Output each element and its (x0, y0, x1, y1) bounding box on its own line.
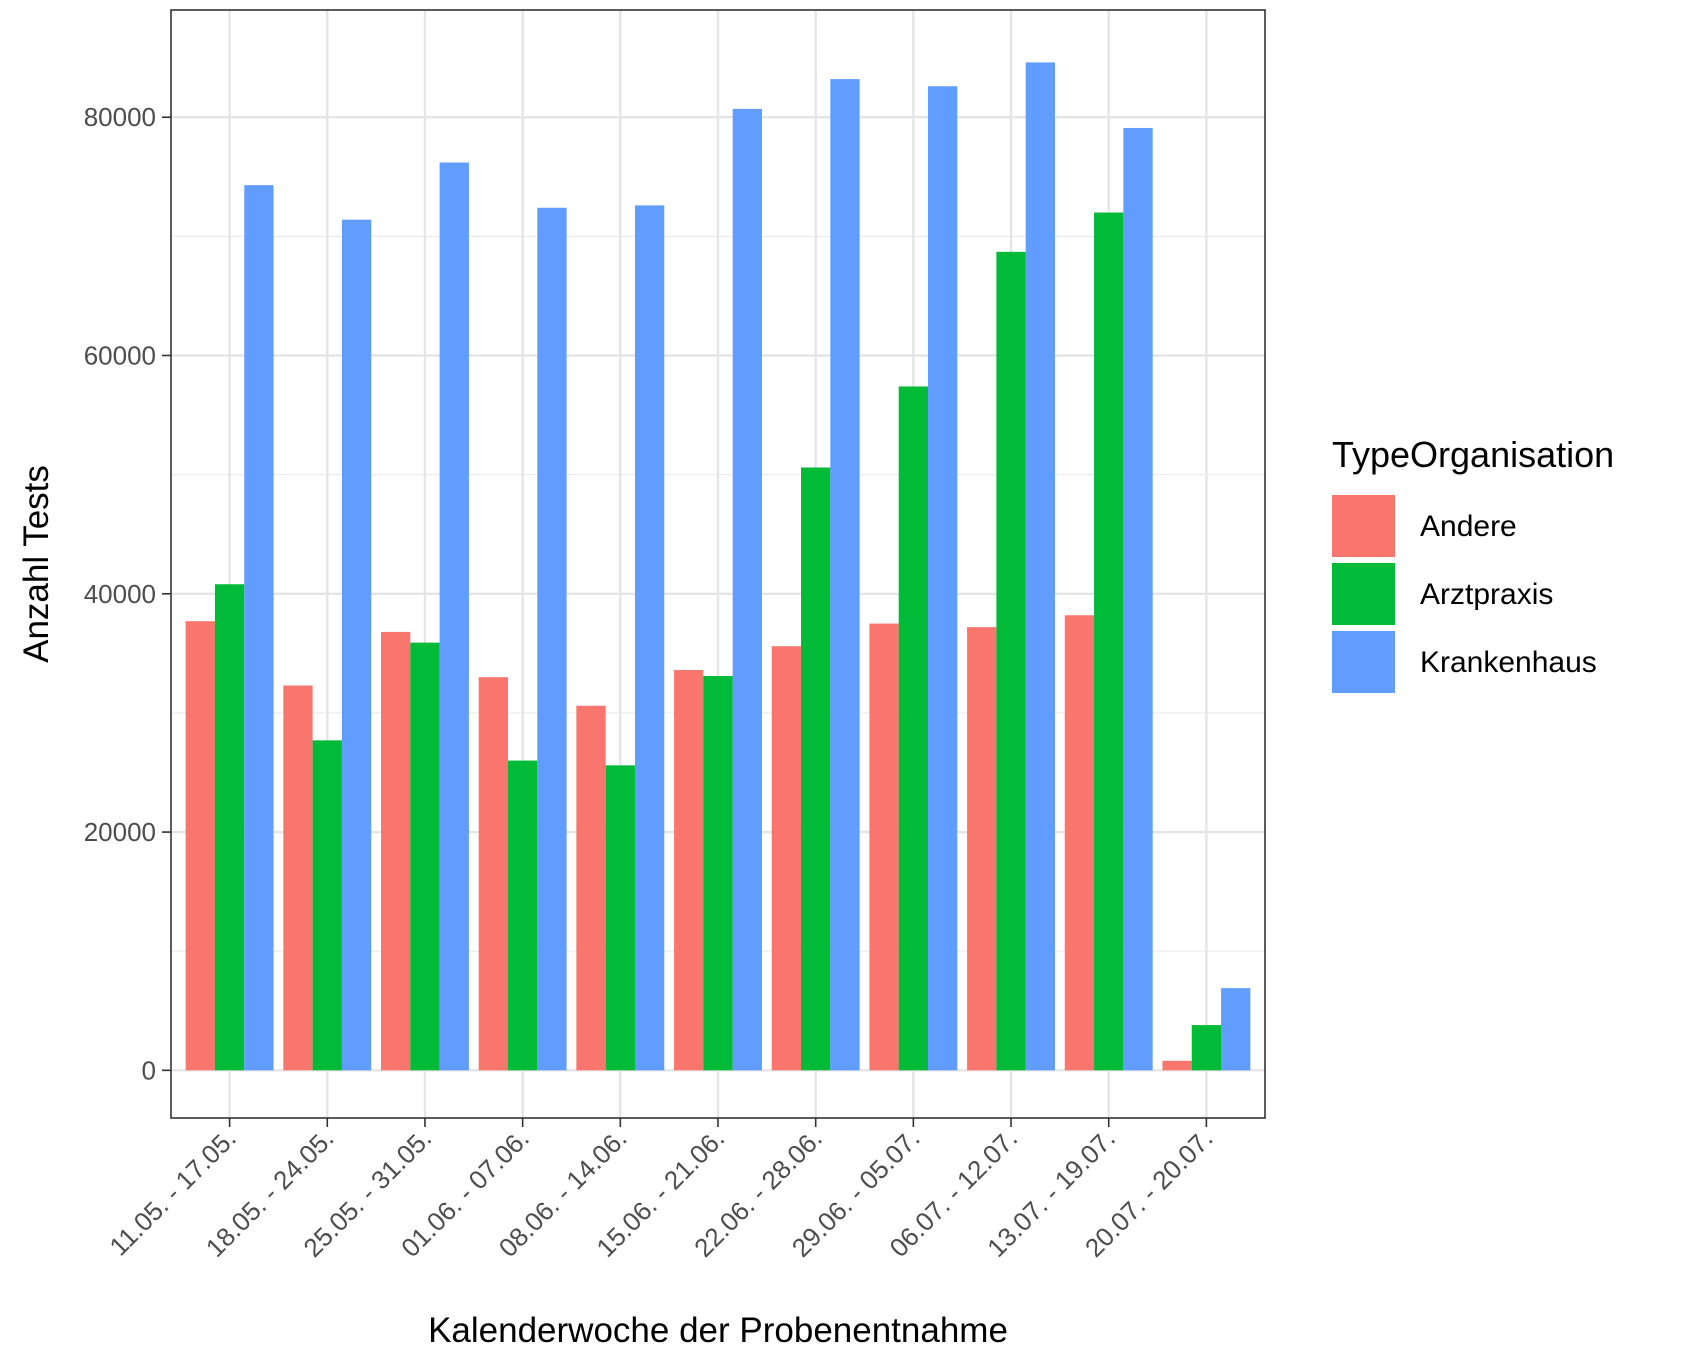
bar-andere-3 (381, 631, 411, 1071)
bar-andere-10 (1064, 615, 1095, 1071)
legend-key-krankenhaus (1332, 631, 1395, 693)
legend-label-andere: Andere (1420, 510, 1517, 543)
bar-krankenhaus-3 (439, 162, 469, 1071)
legend-label-arztpraxis: Arztpraxis (1420, 578, 1553, 611)
legend-key-arztpraxis (1332, 563, 1395, 625)
y-tick-label: 60000 (84, 341, 156, 371)
legend-key-andere (1332, 495, 1395, 557)
bar-andere-4 (478, 677, 508, 1071)
legend-title: TypeOrganisation (1332, 434, 1614, 475)
bar-krankenhaus-8 (928, 86, 958, 1071)
bar-krankenhaus-7 (830, 79, 860, 1071)
bar-krankenhaus-6 (732, 108, 762, 1071)
bar-krankenhaus-9 (1025, 62, 1055, 1071)
bar-krankenhaus-11 (1221, 988, 1251, 1071)
bar-arztpraxis-8 (898, 386, 929, 1071)
bar-arztpraxis-2 (312, 740, 342, 1071)
y-tick-label: 80000 (84, 102, 156, 132)
legend-label-krankenhaus: Krankenhaus (1420, 646, 1597, 679)
bar-arztpraxis-10 (1094, 212, 1124, 1071)
bar-arztpraxis-1 (214, 584, 245, 1071)
bar-arztpraxis-3 (410, 642, 440, 1071)
y-axis-title: Anzahl Tests (17, 465, 56, 663)
bar-andere-5 (576, 705, 606, 1071)
bar-krankenhaus-5 (634, 205, 665, 1071)
y-tick-label: 40000 (84, 579, 156, 609)
y-tick-label: 20000 (84, 817, 156, 847)
bar-andere-7 (771, 646, 802, 1071)
bar-krankenhaus-4 (537, 207, 567, 1071)
bar-arztpraxis-6 (703, 675, 733, 1071)
bar-andere-6 (674, 670, 704, 1071)
bar-arztpraxis-5 (605, 765, 635, 1071)
bar-arztpraxis-11 (1191, 1025, 1222, 1071)
x-axis-title: Kalenderwoche der Probenentnahme (428, 1311, 1008, 1346)
bar-andere-8 (869, 623, 899, 1071)
bar-andere-2 (283, 685, 313, 1071)
bar-arztpraxis-9 (996, 251, 1026, 1071)
bar-krankenhaus-10 (1123, 127, 1153, 1071)
bar-arztpraxis-4 (507, 760, 538, 1071)
bars (185, 62, 1251, 1071)
bar-andere-11 (1162, 1060, 1192, 1071)
bar-arztpraxis-7 (801, 467, 831, 1071)
bar-krankenhaus-1 (244, 185, 274, 1071)
bar-andere-9 (967, 627, 997, 1071)
legend: TypeOrganisation Andere Arztpraxis Kranken… (1332, 434, 1614, 693)
bar-andere-1 (185, 621, 215, 1071)
y-tick-label: 0 (142, 1055, 156, 1085)
bar-krankenhaus-2 (341, 219, 372, 1071)
